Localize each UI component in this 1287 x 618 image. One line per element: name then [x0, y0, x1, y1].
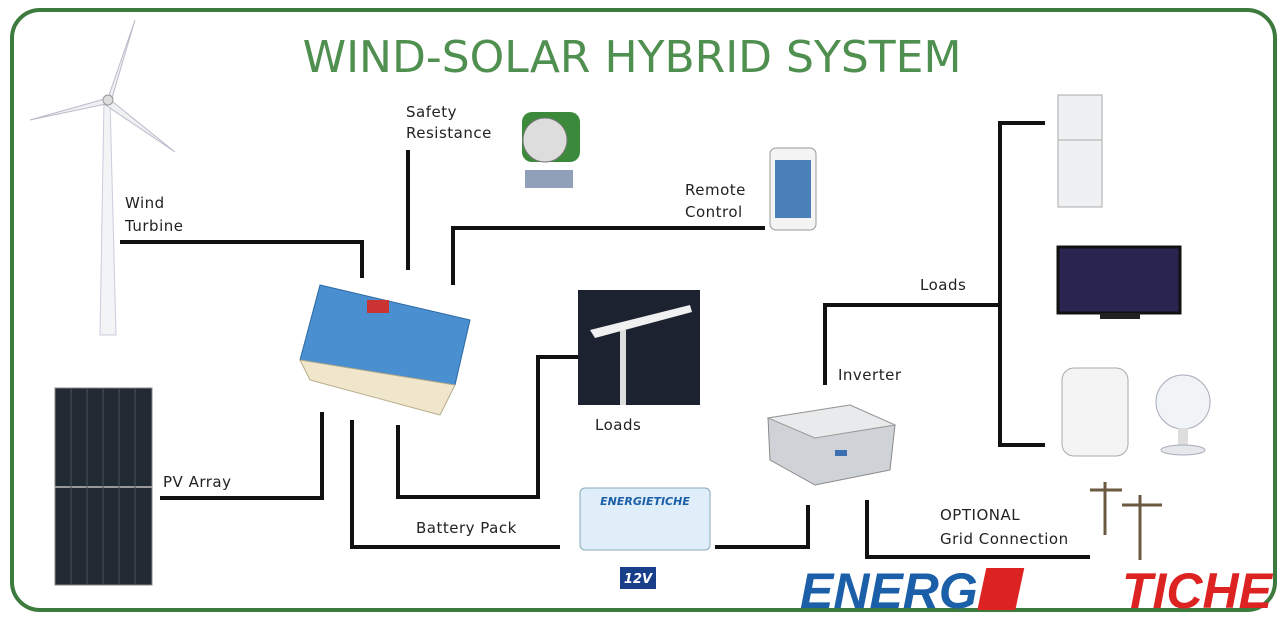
label: PV Array: [163, 473, 231, 491]
safety-resistance: [522, 112, 580, 188]
diagram: WIND-SOLAR HYBRID SYSTEM: [0, 0, 1287, 618]
tv: [1058, 247, 1180, 319]
title: WIND-SOLAR HYBRID SYSTEM: [303, 32, 962, 83]
label: Remote: [685, 181, 746, 199]
pv-panel: [55, 388, 152, 585]
phone: [770, 148, 816, 230]
label: Resistance: [406, 124, 492, 142]
logo-text: TICHE: [1122, 563, 1274, 618]
street-light: [578, 290, 700, 405]
logo-text: ENERGI: [800, 563, 993, 618]
label: Grid Connection: [940, 530, 1069, 548]
label: Inverter: [838, 366, 902, 384]
fridge: [1058, 95, 1102, 207]
label: Turbine: [124, 217, 183, 235]
kettle: [1062, 368, 1128, 456]
battery-brand: ENERGIETICHE: [600, 495, 690, 508]
label: Wind: [125, 194, 165, 212]
label: Control: [685, 203, 743, 221]
battery-badge: 12V: [624, 572, 653, 587]
label: Loads: [595, 416, 641, 434]
label: Safety: [406, 103, 457, 121]
label: OPTIONAL: [940, 506, 1020, 524]
label: Battery Pack: [416, 519, 517, 537]
display: [367, 300, 389, 313]
label: Loads: [920, 276, 966, 294]
